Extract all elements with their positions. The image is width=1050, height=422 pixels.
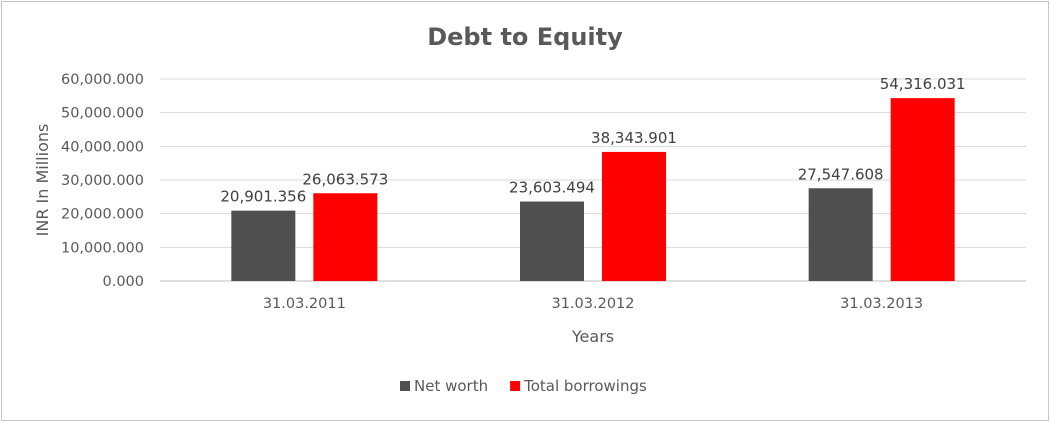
data-label: 54,316.031 <box>880 75 966 93</box>
x-tick-label: 31.03.2012 <box>551 296 634 312</box>
y-axis-title: INR In Millions <box>33 124 52 237</box>
x-tick-label: 31.03.2013 <box>840 296 923 312</box>
legend-label-net-worth: Net worth <box>414 377 488 395</box>
data-label: 27,547.608 <box>798 165 884 183</box>
legend-swatch-total-borrowings <box>510 381 521 391</box>
legend-label-total-borrowings: Total borrowings <box>523 377 647 395</box>
data-label: 38,343.901 <box>591 129 677 147</box>
y-tick-label: 0.000 <box>102 274 144 290</box>
y-axis-ticks: 0.000 10,000.000 20,000.000 30,000.000 40,00… <box>61 72 144 290</box>
legend-swatch-net-worth <box>400 381 410 391</box>
bar-net-worth <box>231 210 296 281</box>
bar-net-worth <box>808 188 873 281</box>
data-label: 26,063.573 <box>302 170 388 188</box>
y-tick-label: 60,000.000 <box>61 72 144 88</box>
data-label: 20,901.356 <box>220 188 306 206</box>
bar-total-borrowings <box>313 193 378 281</box>
bars <box>231 98 955 281</box>
y-tick-label: 30,000.000 <box>61 173 144 189</box>
y-tick-label: 20,000.000 <box>61 207 144 223</box>
bar-total-borrowings <box>890 98 955 281</box>
y-tick-label: 50,000.000 <box>61 106 144 122</box>
y-tick-label: 40,000.000 <box>61 139 144 155</box>
x-tick-label: 31.03.2011 <box>263 296 346 312</box>
legend: Net worth Total borrowings <box>400 377 647 395</box>
y-tick-label: 10,000.000 <box>61 240 144 256</box>
x-axis-title: Years <box>571 327 614 346</box>
bar-total-borrowings <box>602 151 666 281</box>
data-label: 23,603.494 <box>509 179 595 197</box>
x-axis-ticks: 31.03.2011 31.03.2012 31.03.2013 <box>263 296 923 312</box>
chart-title: Debt to Equity <box>427 23 623 51</box>
gridlines <box>160 78 1026 282</box>
bar-net-worth <box>520 201 584 281</box>
